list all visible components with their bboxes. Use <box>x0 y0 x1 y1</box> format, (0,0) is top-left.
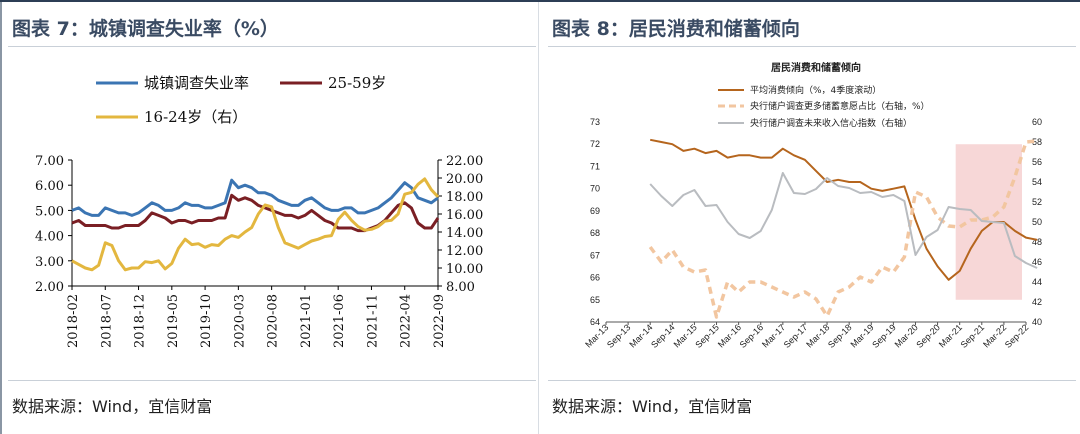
y-tick-label-left: 68 <box>590 228 600 238</box>
legend-label: 城镇调查失业率 <box>144 74 249 92</box>
x-tick-label: 2022-04 <box>399 294 414 348</box>
x-tick-label: 2019-10 <box>199 294 214 348</box>
legend-label: 央行储户调查更多储蓄意愿占比（右轴，%） <box>750 100 930 112</box>
y-tick-label-left: 6.00 <box>35 179 64 194</box>
x-tick-label: Sep-20 <box>914 322 942 350</box>
x-tick-label: Sep-13 <box>605 322 633 350</box>
y-tick-label-left: 5.00 <box>35 204 64 219</box>
source-note: 数据来源：Wind，宜信财富 <box>12 397 213 416</box>
title-rule <box>8 46 536 47</box>
legend-label: 平均消费倾向（%，4季度滚动） <box>750 84 881 96</box>
panel-divider <box>538 2 539 434</box>
panel-unemployment: 图表 7：城镇调查失业率（%） 城镇调查失业率 25-59岁 16-24岁（右） 2.… <box>0 2 540 434</box>
y-tick-label-right: 52 <box>1032 197 1042 207</box>
y-tick-label-right: 10.00 <box>446 262 483 277</box>
x-tick-label: Sep-22 <box>1003 322 1031 350</box>
x-tick-label: Sep-18 <box>826 322 854 350</box>
y-tick-label-right: 56 <box>1032 157 1042 167</box>
y-tick-label-left: 71 <box>590 161 600 171</box>
y-tick-label-right: 46 <box>1032 257 1042 267</box>
page-top-line <box>0 0 1080 2</box>
legend-label: 央行储户调查未来收入信心指数（右轴） <box>750 117 912 129</box>
y-tick-label-right: 22.00 <box>446 154 483 169</box>
series-line-2 <box>648 139 1038 319</box>
y-tick-label-right: 42 <box>1032 297 1042 307</box>
series-line-1 <box>650 138 1038 281</box>
x-tick-label: 2021-06 <box>332 294 347 348</box>
x-tick-label: Sep-16 <box>738 322 766 350</box>
source-rule <box>8 380 536 381</box>
unemployment-chart: 城镇调查失业率 25-59岁 16-24岁（右） 2.00 3.00 4.00 5.00 6.… <box>35 74 483 348</box>
y-tick-label-right: 48 <box>1032 237 1042 247</box>
y-tick-label-right: 12.00 <box>446 244 483 259</box>
y-tick-label-left: 4.00 <box>35 230 64 245</box>
chart-title: 居民消费和储蓄倾向 <box>771 61 861 74</box>
y-tick-label-right: 50 <box>1032 217 1042 227</box>
x-tick-label: Sep-19 <box>870 322 898 350</box>
x-tick-label: 2018-12 <box>133 294 148 348</box>
figure-7-title: 图表 7：城镇调查失业率（%） <box>12 18 279 40</box>
x-tick-label: 2018-07 <box>99 294 114 348</box>
figure-8-title: 图表 8：居民消费和储蓄倾向 <box>552 18 800 40</box>
x-tick-label: Sep-15 <box>693 322 721 350</box>
x-tick-label: 2022-09 <box>432 294 447 348</box>
x-tick-label: Sep-17 <box>782 322 810 350</box>
y-tick-label-right: 58 <box>1032 137 1042 147</box>
x-tick-label: Sep-21 <box>959 322 987 350</box>
legend-label: 16-24岁（右） <box>144 108 247 126</box>
x-tick-label: 2021-01 <box>299 294 314 348</box>
y-tick-label-right: 54 <box>1032 177 1042 187</box>
source-note: 数据来源：Wind，宜信财富 <box>552 397 753 416</box>
y-tick-label-left: 70 <box>590 184 600 194</box>
y-tick-label-right: 40 <box>1032 317 1042 327</box>
y-tick-label-left: 66 <box>590 273 600 283</box>
series-line-3 <box>71 177 440 272</box>
y-tick-label-left: 72 <box>590 139 600 149</box>
y-tick-label-left: 2.00 <box>35 280 64 295</box>
panel-consumption: 图表 8：居民消费和储蓄倾向 居民消费和储蓄倾向平均消费倾向（%，4季度滚动） 央… <box>540 2 1080 434</box>
y-tick-label-right: 18.00 <box>446 190 483 205</box>
y-tick-label-left: 7.00 <box>35 154 64 169</box>
y-tick-label-right: 44 <box>1032 277 1042 287</box>
y-tick-label-right: 60 <box>1032 117 1042 127</box>
legend-label: 25-59岁 <box>328 74 386 92</box>
x-tick-label: 2021-11 <box>365 294 380 348</box>
y-tick-label-right: 8.00 <box>446 280 475 295</box>
y-tick-label-left: 67 <box>590 250 600 260</box>
y-tick-label-right: 16.00 <box>446 208 483 223</box>
title-rule <box>548 46 1076 47</box>
y-tick-label-right: 20.00 <box>446 172 483 187</box>
y-tick-label-right: 14.00 <box>446 226 483 241</box>
x-tick-label: 2020-08 <box>266 294 281 348</box>
x-tick-label: Sep-14 <box>649 322 677 350</box>
x-tick-label: 2018-02 <box>66 294 81 348</box>
series-line-3 <box>649 172 1038 269</box>
y-tick-label-left: 69 <box>590 206 600 216</box>
y-tick-label-left: 73 <box>590 117 600 127</box>
y-tick-label-left: 65 <box>590 295 600 305</box>
x-tick-label: 2020-03 <box>232 294 247 348</box>
y-tick-label-left: 64 <box>590 317 600 327</box>
source-rule <box>548 380 1076 381</box>
series-line-1 <box>71 178 439 217</box>
y-tick-label-left: 3.00 <box>35 255 64 270</box>
x-tick-label: 2019-05 <box>166 294 181 348</box>
